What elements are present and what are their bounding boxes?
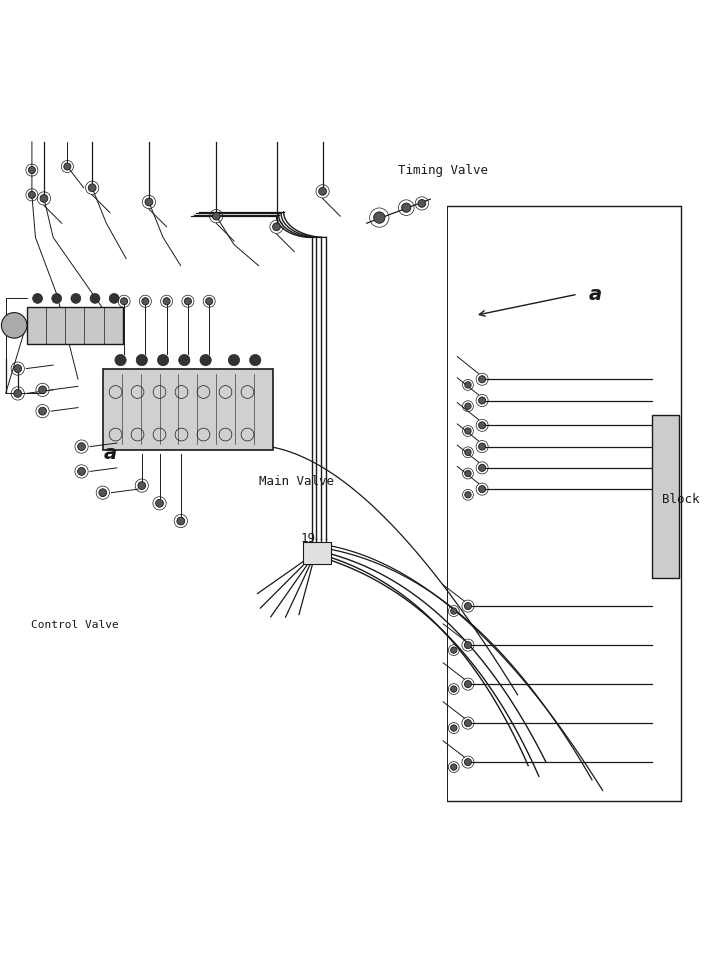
Circle shape [179, 354, 190, 366]
Circle shape [662, 441, 669, 449]
Circle shape [71, 294, 81, 303]
Circle shape [14, 389, 22, 397]
Circle shape [14, 365, 22, 372]
Circle shape [38, 408, 46, 415]
Circle shape [90, 294, 100, 303]
Circle shape [465, 470, 471, 477]
Circle shape [465, 492, 471, 498]
Circle shape [184, 298, 191, 304]
Bar [103, 368, 273, 450]
Bar [303, 543, 331, 564]
Circle shape [451, 764, 457, 770]
Circle shape [662, 544, 669, 550]
Circle shape [115, 354, 126, 366]
Circle shape [465, 428, 471, 434]
Circle shape [464, 680, 471, 688]
Circle shape [99, 489, 106, 497]
Text: Main Valve: Main Valve [259, 475, 334, 488]
Circle shape [479, 422, 486, 429]
Circle shape [464, 603, 471, 610]
Circle shape [142, 298, 149, 304]
Circle shape [662, 564, 669, 570]
Text: a: a [104, 444, 116, 463]
Circle shape [272, 223, 280, 231]
Circle shape [662, 502, 669, 509]
Circle shape [451, 724, 457, 731]
Circle shape [206, 298, 213, 304]
Circle shape [465, 403, 471, 410]
Circle shape [163, 298, 170, 304]
Circle shape [136, 354, 147, 366]
Text: 19: 19 [301, 532, 316, 545]
Text: Block: Block [662, 493, 699, 506]
Circle shape [33, 294, 43, 303]
Text: Timing Valve: Timing Valve [398, 165, 488, 177]
Circle shape [479, 443, 486, 450]
Circle shape [465, 449, 471, 456]
Circle shape [479, 376, 486, 383]
Circle shape [40, 194, 48, 202]
Circle shape [402, 203, 411, 212]
Circle shape [28, 167, 35, 173]
Circle shape [464, 641, 471, 649]
Circle shape [662, 461, 669, 469]
Circle shape [28, 191, 35, 198]
Circle shape [418, 199, 425, 208]
Circle shape [228, 354, 240, 366]
Text: Control Valve: Control Valve [30, 620, 118, 631]
Circle shape [464, 720, 471, 726]
Circle shape [479, 485, 486, 493]
Circle shape [155, 500, 163, 507]
Circle shape [200, 354, 211, 366]
Circle shape [451, 608, 457, 614]
Circle shape [138, 481, 146, 489]
Circle shape [157, 354, 169, 366]
Circle shape [374, 211, 385, 223]
Circle shape [88, 184, 96, 191]
Circle shape [213, 212, 220, 220]
Circle shape [52, 294, 62, 303]
Circle shape [464, 759, 471, 766]
Circle shape [662, 523, 669, 530]
Circle shape [1, 313, 27, 338]
Circle shape [662, 482, 669, 489]
Circle shape [38, 386, 46, 393]
Circle shape [177, 517, 184, 525]
Circle shape [479, 464, 486, 472]
Bar [27, 307, 123, 344]
Circle shape [451, 686, 457, 692]
Circle shape [121, 298, 128, 304]
Circle shape [479, 397, 486, 404]
Circle shape [145, 198, 152, 206]
Circle shape [451, 647, 457, 654]
Circle shape [109, 294, 119, 303]
Circle shape [250, 354, 261, 366]
Circle shape [662, 421, 669, 428]
Circle shape [64, 163, 71, 170]
Text: a: a [589, 284, 602, 303]
Circle shape [77, 443, 85, 451]
Circle shape [465, 382, 471, 389]
Bar [652, 414, 679, 578]
Circle shape [319, 188, 326, 195]
Circle shape [77, 468, 85, 476]
